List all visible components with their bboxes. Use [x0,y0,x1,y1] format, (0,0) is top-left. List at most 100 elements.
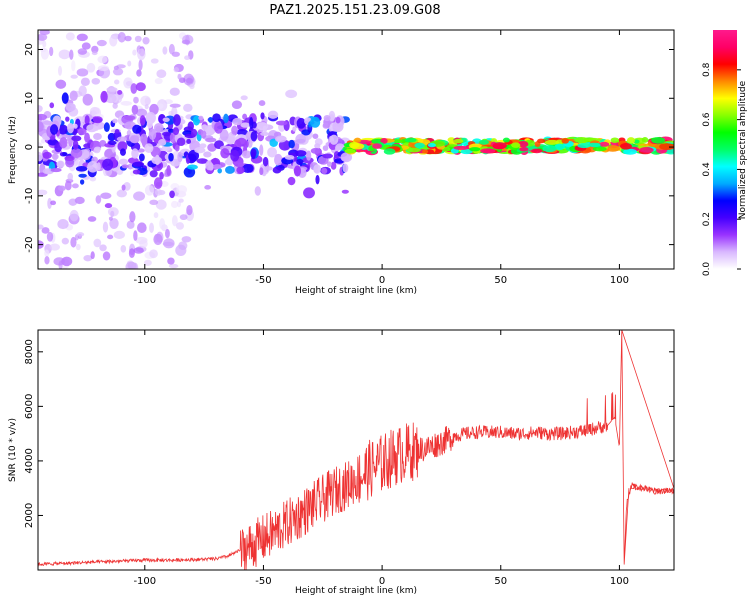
spectrogram-cell [136,108,148,117]
spectrogram-cell [138,153,145,162]
spectrogram-cell [149,222,154,234]
y-tick-label: -20 [24,236,35,252]
y-tick-label: 20 [24,43,35,56]
x-tick-label: -50 [255,275,271,286]
spectrogram-cell [592,146,607,152]
spectrogram-cell [89,176,97,182]
spectrogram-cell [519,147,529,152]
spectrogram-cell [77,128,87,136]
spectrogram-cell [79,179,85,185]
spectrogram-cell [131,104,139,115]
spectrogram-cell [57,65,63,76]
spectrogram-cell [93,148,101,154]
snr-y-label: SNR (10 * v/v) [8,418,18,482]
spectrogram-cell [153,122,164,133]
snr-panel: -100 -50 0 50 100 2000 4000 6000 8000 Height of… [8,329,675,596]
spectrogram-cell [168,43,175,55]
x-tick-label: 100 [610,275,629,286]
spectrogram-cell [108,140,117,146]
spectrogram-cell [610,137,620,144]
spectrogram-cell [136,69,142,77]
spectrogram-cell [326,161,332,167]
spectrogram-cell [62,152,68,157]
spectrogram-cell [144,143,154,154]
spectrogram-cell [125,81,133,86]
spectrogram-cell [162,46,168,55]
spectrogram-cell [288,139,295,149]
snr-frame [37,329,675,571]
spectrogram-cell [81,42,91,50]
spectrogram-cell [133,247,144,254]
spectrogram-cell [93,133,102,140]
spectrogram-cell [250,131,258,142]
spectrogram-cell [50,124,59,135]
spectrogram-cell [237,162,245,167]
spectrogram-cell [240,95,248,101]
spectrogram-cell [236,137,247,147]
x-tick-label: 100 [610,576,629,587]
y-tick-label: 4000 [24,448,35,473]
spectrogram-cell [149,199,159,206]
spectrogram-cell [296,117,306,129]
spectrogram-cell [236,166,245,174]
spectrogram-cell [134,35,142,43]
spectrogram-cell [140,133,148,145]
x-tick-label: 50 [494,275,507,286]
spectrogram-cell [342,163,349,173]
spectrogram-cell [129,211,136,223]
spectrogram-cell [49,46,54,57]
spectrogram-cell [142,37,150,45]
spectrogram-cell [138,59,143,71]
spectrogram-cell [335,116,341,124]
spectrogram-cell [260,131,270,136]
spectrogram-cell [91,51,98,56]
spectrogram-cell [322,122,329,128]
spectrogram-cell [121,164,129,169]
spectrogram-cell [190,128,198,137]
spectrogram-cell [188,149,200,162]
spectrogram-cell [65,32,75,41]
spectrogram-cell [561,138,569,144]
spectrogram-cell [38,113,48,121]
spectrogram-cell [144,185,155,196]
spectrogram-cell [323,115,331,122]
spectrogram-cell [106,87,118,92]
spectrogram-cell [254,186,261,196]
spectrogram-cell [189,83,195,90]
spectrogram-cell [208,116,213,123]
x-tick-label: -50 [255,576,271,587]
spectrogram-cell [236,129,248,136]
spectrogram-cell [588,142,601,148]
spectrogram-cell [93,126,99,131]
spectrogram-cell [132,262,139,269]
spectrogram-cell [56,160,65,168]
spectrogram-cell [179,214,188,221]
spectrogram-cell [69,49,74,60]
spectrogram-cell [75,243,81,251]
spectrogram-cell [285,89,298,99]
spectrogram-cell [91,45,99,54]
spectrogram-cell [478,139,489,145]
spectrogram-cell [84,115,90,125]
snr-x-ticks: -100 -50 0 50 100 [133,330,629,587]
spectrogram-cell [353,137,362,143]
spectrogram-cell [49,102,55,109]
spectrogram-cell [71,183,79,189]
spectrogram-cell [230,149,240,162]
spectrogram-cell [154,77,163,85]
spectrogram-cell [77,48,88,55]
spectrogram-cell [172,127,180,135]
spectrogram-cell [135,82,146,92]
spectrogram-cell [181,236,192,243]
spectrogram-cell [120,245,127,253]
spectrogram-cell [287,176,296,186]
spectrogram-cell [149,170,158,178]
spectrogram-cell [104,203,113,209]
spectrogram-cell [383,148,396,155]
spectrogram-cell [116,189,128,198]
spectrogram-image [38,30,674,269]
spectrogram-cell [577,143,591,149]
spectrogram-cell [502,137,510,143]
spectrogram-cell [38,142,42,147]
